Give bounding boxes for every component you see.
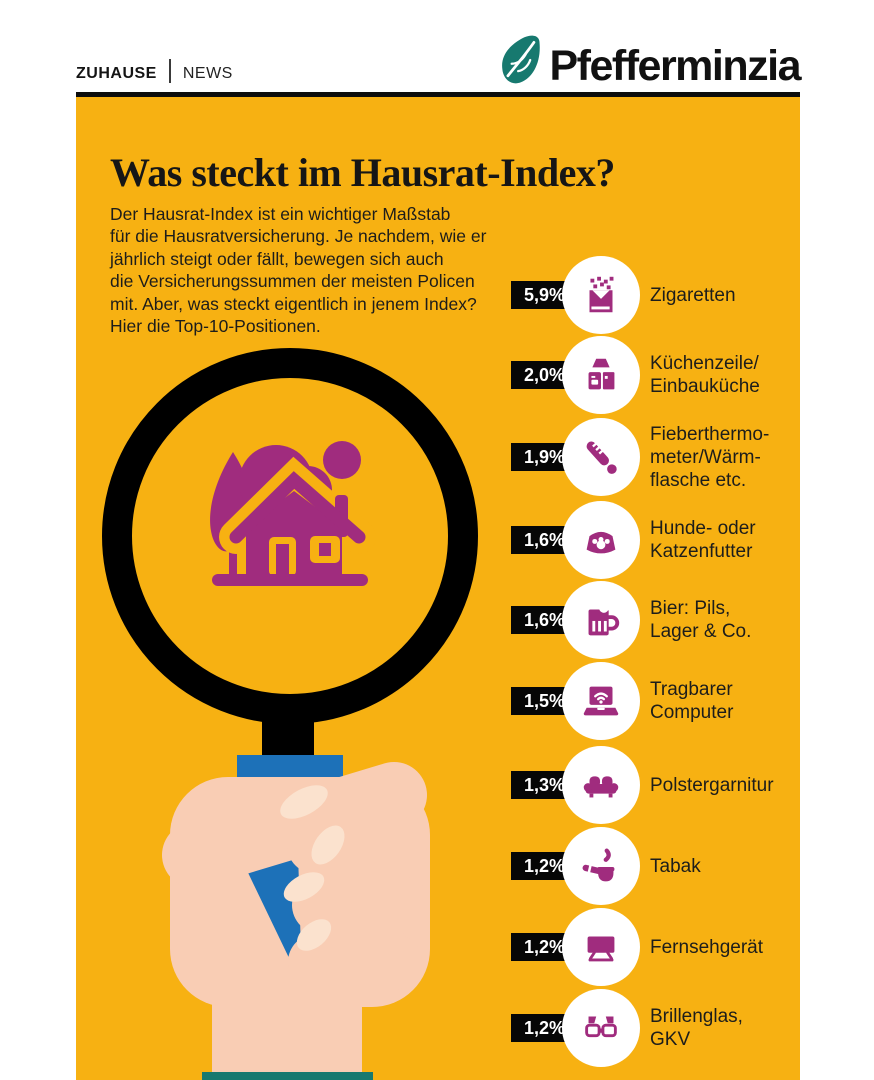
magnifier-ring [102,348,478,724]
kitchen-unit-icon [588,358,615,390]
brand-logo[interactable]: Pfefferminzia [497,34,801,92]
header-rule [76,92,800,97]
icon-disc [562,336,640,414]
sun-icon [323,441,361,479]
item-label: Brillenglas, GKV [650,1006,743,1050]
header: Zuhause News Pfefferminzia [76,0,801,92]
mint-leaf-icon [502,35,541,84]
icon-disc [562,418,640,496]
breadcrumb: Zuhause News [76,57,233,92]
icon-disc [562,256,640,334]
item-label: Zigaretten [650,284,736,306]
icon-disc [562,908,640,986]
brand-wordmark: Pfefferminzia [549,42,801,90]
icon-disc [562,581,640,659]
list-item: 1,2% Fernsehgerät [511,908,763,986]
item-label: Bier: Pils, Lager & Co. [650,598,752,642]
breadcrumb-divider [168,58,171,83]
content-panel: Was steckt im Hausrat-Index? Der Hausrat… [76,97,800,1080]
item-label: Polstergarnitur [650,774,774,796]
tv-icon [587,936,615,962]
item-label: Fieberthermo- meter/Wärm- flasche etc. [650,423,770,491]
glasses-icon [585,1016,617,1038]
item-label: Küchenzeile/ Einbauküche [650,353,760,397]
sleeve-cuff [202,1072,373,1080]
beer-mug-icon [588,603,620,636]
icon-disc [562,827,640,905]
tree-icon [210,452,256,552]
sofa-icon [583,776,619,798]
list-item: 1,9% Fieberthermo- meter/Wärm- flasche e… [511,418,769,496]
icon-disc [562,662,640,740]
item-label: Tabak [650,855,701,877]
list-item: 1,3% Polstergarnitur [511,746,774,824]
item-label: Hunde- oder Katzenfutter [650,518,756,562]
list-item: 5,9% Zigaretten [511,256,736,334]
icon-disc [562,501,640,579]
thermometer-icon [586,441,617,474]
page-title: Was steckt im Hausrat-Index? [110,150,615,195]
magnifier-stem [262,697,314,757]
list-item: 1,2% Brillenglas, GKV [511,989,743,1067]
pet-food-icon [586,531,616,554]
laptop-icon [583,686,619,716]
icon-disc [562,746,640,824]
item-label: Tragbarer Computer [650,679,734,723]
house-icon [210,441,376,586]
breadcrumb-section[interactable]: News [182,57,233,83]
intro-paragraph: Der Hausrat-Index ist ein wichtiger Maßs… [110,204,487,337]
pipe-icon [582,848,615,882]
list-item: 1,6% Bier: Pils, Lager & Co. [511,581,751,659]
cigarettes-icon [589,276,614,313]
list-item: 2,0% Küchenzeile/ Einbauküche [511,336,760,414]
list-item: 1,5% Tragbarer Computer [511,662,733,740]
bush-icon [239,445,313,519]
magnifier-grip [237,755,343,1000]
list-item: 1,2% Tabak [511,827,701,905]
item-label: Fernsehgerät [650,936,764,958]
list-item: 1,6% Hunde- oder Katzenfutter [511,501,756,579]
hand [162,762,430,1080]
icon-disc [562,989,640,1067]
breadcrumb-category[interactable]: Zuhause [76,57,157,83]
